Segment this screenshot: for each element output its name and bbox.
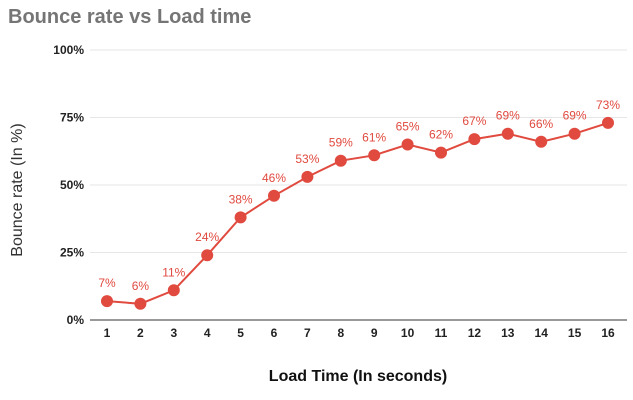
data-point: [134, 297, 147, 310]
data-label: 53%: [295, 152, 319, 166]
data-point: [301, 170, 314, 183]
x-tick-label: 12: [468, 326, 482, 340]
x-tick-label: 13: [501, 326, 515, 340]
y-axis-title: Bounce rate (In %): [9, 123, 26, 256]
data-point: [602, 116, 614, 129]
data-label: 11%: [162, 265, 185, 279]
y-tick-label: 0%: [67, 313, 85, 327]
data-points: [101, 116, 614, 310]
y-tick-label: 50%: [60, 178, 84, 192]
data-label: 59%: [329, 136, 353, 150]
x-tick-label: 6: [271, 326, 278, 340]
x-tick-label: 15: [568, 326, 582, 340]
data-point: [368, 149, 381, 162]
x-tick-label: 7: [304, 326, 311, 340]
data-point: [468, 133, 481, 146]
y-tick-label: 75%: [60, 111, 84, 125]
data-label: 66%: [529, 117, 553, 131]
x-tick-label: 4: [204, 326, 211, 340]
x-tick-label: 1: [104, 326, 111, 340]
series-line: [106, 121, 609, 305]
data-point: [334, 154, 347, 167]
data-point: [535, 135, 548, 148]
data-point: [435, 146, 447, 159]
data-label: 61%: [362, 130, 386, 144]
chart-title: Bounce rate vs Load time: [8, 6, 252, 28]
x-tick-label: 8: [337, 326, 344, 340]
data-labels: 7% 6% 11% 24% 38% 46% 53% 59% 61% 65% 62% 67% 69% 66%…: [98, 98, 620, 293]
x-tick-label: 5: [237, 326, 244, 340]
x-tick-label: 16: [601, 326, 615, 340]
data-point: [234, 211, 247, 224]
y-tick-label: 25%: [60, 246, 84, 260]
x-tick-label: 10: [401, 326, 415, 340]
data-label: 69%: [496, 109, 520, 123]
data-point: [201, 249, 214, 262]
data-label: 67%: [462, 114, 486, 128]
data-point: [101, 295, 113, 308]
x-axis-title: Load Time (In seconds): [269, 368, 447, 385]
grid-lines: [90, 49, 627, 253]
data-point: [268, 189, 280, 202]
data-point: [167, 284, 180, 297]
data-label: 38%: [229, 192, 253, 206]
y-tick-label: 100%: [53, 43, 84, 57]
data-label: 65%: [396, 120, 420, 134]
x-tick-label: 14: [535, 326, 549, 340]
data-point: [568, 127, 581, 140]
x-tick-label: 3: [170, 326, 177, 340]
data-label: 69%: [563, 109, 587, 123]
data-point: [401, 138, 414, 151]
data-label: 6%: [132, 279, 150, 293]
x-tick-label: 2: [137, 326, 144, 340]
axes: 0%25%50%75%100%1 2 3 4 5 6 7 8 9 10 11 12 13 14 15 16: [53, 43, 627, 340]
data-point: [501, 127, 514, 140]
data-label: 73%: [596, 98, 620, 112]
data-label: 7%: [98, 276, 116, 290]
data-label: 62%: [429, 128, 453, 142]
data-label: 46%: [262, 171, 286, 185]
data-label: 24%: [195, 230, 219, 244]
x-tick-label: 9: [371, 326, 378, 340]
x-tick-label: 11: [435, 326, 448, 340]
